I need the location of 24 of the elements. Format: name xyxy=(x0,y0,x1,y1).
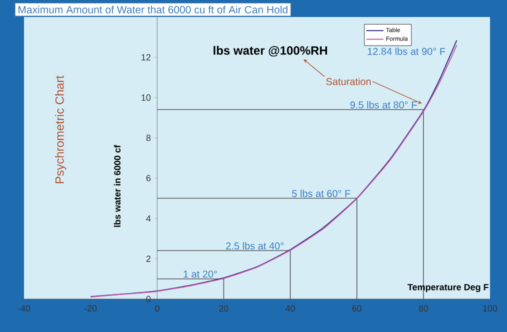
x-tick-label: 80 xyxy=(418,305,428,312)
text: lbs water @100%RH xyxy=(214,46,328,57)
annotation: 2.5 lbs at 40° xyxy=(226,242,284,250)
chart-title: Maximum Amount of Water that 6000 cu ft of Air Can Hold xyxy=(18,6,288,14)
y-axis-title: lbs water in 6000 cf xyxy=(114,144,121,227)
y-tick-label: 2 xyxy=(146,256,150,262)
x-tick-label: 0 xyxy=(155,305,160,312)
y-tick-label: 12 xyxy=(142,54,150,60)
y-tick-label: 4 xyxy=(146,215,151,222)
annotation: 12.84 lbs at 90° F xyxy=(368,48,446,55)
annotation: 1 at 20° xyxy=(184,270,217,278)
annotation: 9.5 lbs at 80° F xyxy=(350,101,417,108)
x-tick-label: -40 xyxy=(18,305,30,312)
annotation: Saturation xyxy=(326,78,371,86)
x-tick-label: 100 xyxy=(483,305,498,312)
x-tick-label: 20 xyxy=(219,305,228,312)
y-tick-label: 10 xyxy=(142,94,151,101)
x-tick-label: 40 xyxy=(285,305,295,312)
y-tick-label: 8 xyxy=(146,134,151,142)
annotation: Psychrometric Chart xyxy=(55,76,66,184)
annotation: 5 lbs at 60° F xyxy=(292,190,350,198)
x-tick-label: -20 xyxy=(84,305,97,312)
x-tick-label: 60 xyxy=(352,305,362,312)
y-tick-label: 6 xyxy=(146,174,151,182)
